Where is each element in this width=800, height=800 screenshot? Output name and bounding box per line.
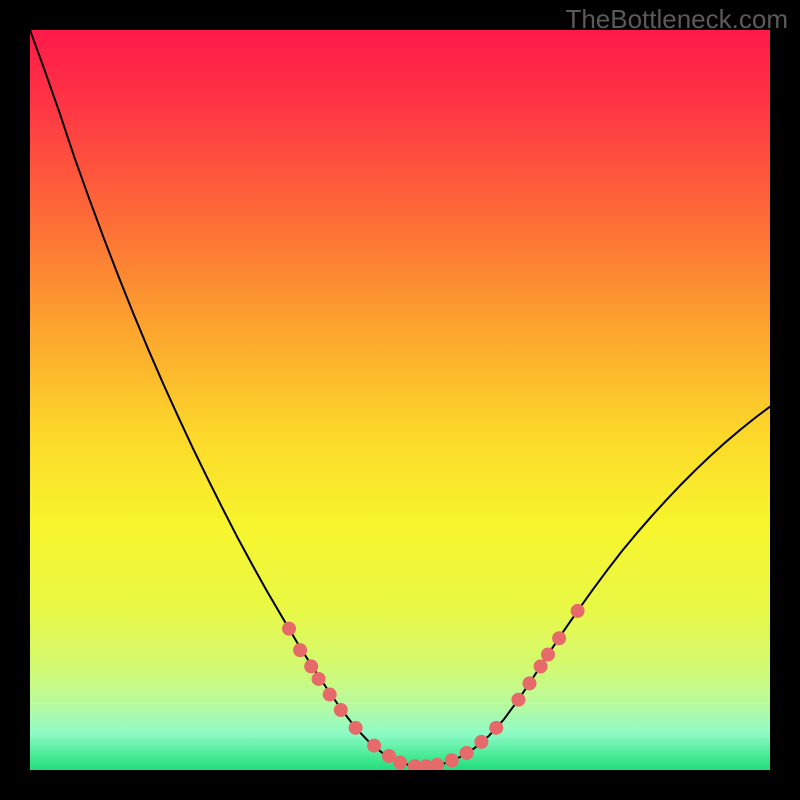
curve-marker: [534, 659, 548, 673]
curve-marker: [541, 648, 555, 662]
curve-marker: [445, 753, 459, 767]
curve-marker: [489, 721, 503, 735]
curve-marker: [282, 622, 296, 636]
curve-marker: [460, 746, 474, 760]
curve-marker: [523, 676, 537, 690]
curve-marker: [312, 672, 326, 686]
bottleneck-chart: [30, 30, 770, 770]
curve-marker: [304, 659, 318, 673]
curve-marker: [571, 604, 585, 618]
curve-marker: [552, 631, 566, 645]
curve-marker: [349, 721, 363, 735]
curve-marker: [293, 643, 307, 657]
chart-frame: TheBottleneck.com: [0, 0, 800, 800]
curve-marker: [323, 688, 337, 702]
plot-area: [30, 30, 770, 770]
curve-marker: [334, 703, 348, 717]
gradient-background: [30, 30, 770, 770]
curve-marker: [367, 739, 381, 753]
curve-marker: [393, 756, 407, 770]
curve-marker: [511, 693, 525, 707]
watermark-label: TheBottleneck.com: [565, 4, 788, 35]
curve-marker: [474, 735, 488, 749]
